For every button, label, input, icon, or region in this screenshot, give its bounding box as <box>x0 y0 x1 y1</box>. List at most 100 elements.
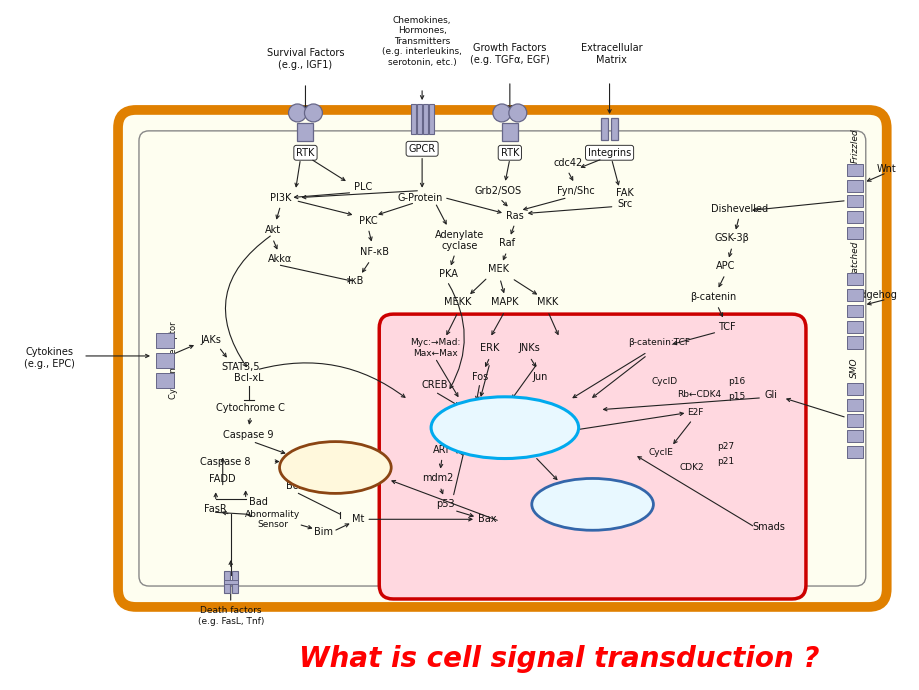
Bar <box>845 430 862 442</box>
Text: Apoptosis: Apoptosis <box>301 461 369 474</box>
Text: PKA: PKA <box>438 269 457 279</box>
Bar <box>845 337 862 348</box>
Text: APC: APC <box>715 262 734 271</box>
Text: MEK: MEK <box>488 264 509 275</box>
Text: GPCR: GPCR <box>408 144 436 154</box>
Text: G-Protein: G-Protein <box>397 193 442 203</box>
Text: NF-κB: NF-κB <box>359 248 389 257</box>
Text: RTK: RTK <box>296 148 314 158</box>
Text: Jun: Jun <box>531 372 547 382</box>
Text: cdc42: cdc42 <box>552 158 582 168</box>
Text: MEKK: MEKK <box>444 297 471 307</box>
Bar <box>600 118 607 140</box>
Text: Cytokine Receptor: Cytokine Receptor <box>169 321 178 399</box>
Bar <box>155 373 174 388</box>
Bar <box>845 415 862 426</box>
Text: ARF: ARF <box>432 444 451 455</box>
Text: CyclD: CyclD <box>651 377 676 386</box>
Text: RTK: RTK <box>500 148 518 158</box>
Bar <box>223 571 230 593</box>
Text: p21: p21 <box>716 457 733 466</box>
Text: STAT3,5: STAT3,5 <box>221 362 260 372</box>
Text: Hedgehog: Hedgehog <box>845 290 896 300</box>
Bar <box>845 195 862 208</box>
Text: p53: p53 <box>436 500 454 509</box>
Text: p16: p16 <box>728 377 745 386</box>
Ellipse shape <box>431 397 578 459</box>
Text: TCF: TCF <box>718 322 735 332</box>
Text: Bim: Bim <box>313 527 333 538</box>
Bar <box>610 118 618 140</box>
Bar <box>223 580 237 584</box>
Bar <box>502 123 517 141</box>
Bar <box>845 399 862 411</box>
Text: FasR: FasR <box>204 504 227 514</box>
Text: JNKs: JNKs <box>518 343 540 353</box>
Text: GSK-3β: GSK-3β <box>714 233 749 244</box>
Text: Cytokines
(e.g., EPC): Cytokines (e.g., EPC) <box>24 347 74 368</box>
Text: PLC: PLC <box>354 181 372 192</box>
Circle shape <box>508 104 527 122</box>
Text: Patched: Patched <box>849 240 858 277</box>
Text: Caspase 9: Caspase 9 <box>223 430 274 440</box>
Bar <box>155 333 174 348</box>
Text: Rb←CDK4: Rb←CDK4 <box>676 391 720 400</box>
Circle shape <box>304 104 322 122</box>
Circle shape <box>493 104 510 122</box>
Text: MAPK: MAPK <box>491 297 518 307</box>
Text: Adenylate
cyclase: Adenylate cyclase <box>435 230 484 251</box>
Text: CREB: CREB <box>422 380 448 390</box>
Text: Bcl-xL: Bcl-xL <box>233 373 263 383</box>
Text: Gene Regulation: Gene Regulation <box>449 421 560 434</box>
Bar <box>845 289 862 302</box>
Text: JAKs: JAKs <box>200 335 221 345</box>
Text: FAK
Src: FAK Src <box>615 188 632 209</box>
Bar <box>845 179 862 192</box>
Text: Cytochrome C: Cytochrome C <box>216 403 285 413</box>
Bar <box>845 273 862 286</box>
Text: Frizzled: Frizzled <box>849 128 858 163</box>
Bar <box>428 104 433 134</box>
Bar <box>845 446 862 458</box>
Text: p27: p27 <box>716 442 733 451</box>
Bar <box>410 104 415 134</box>
Text: Chemokines,
Hormones,
Transmitters
(e.g. interleukins,
serotonin, etc.): Chemokines, Hormones, Transmitters (e.g.… <box>381 16 461 66</box>
Bar <box>845 305 862 317</box>
Text: Growth Factors
(e.g. TGFα, EGF): Growth Factors (e.g. TGFα, EGF) <box>470 43 550 65</box>
Bar <box>422 104 427 134</box>
Bar <box>845 227 862 239</box>
Text: E2F: E2F <box>686 408 703 417</box>
Text: Fyn/Shc: Fyn/Shc <box>556 186 594 196</box>
Text: Wnt: Wnt <box>876 164 896 174</box>
Text: What is cell signal transduction ?: What is cell signal transduction ? <box>299 644 819 673</box>
Text: Bcl-2: Bcl-2 <box>286 482 311 491</box>
Text: Mt: Mt <box>352 514 364 524</box>
Bar <box>416 104 421 134</box>
Text: SMO: SMO <box>849 357 858 378</box>
Text: Death factors
(e.g. FasL, Tnf): Death factors (e.g. FasL, Tnf) <box>198 607 264 626</box>
Text: Cell
Proliferation: Cell Proliferation <box>552 493 631 515</box>
Circle shape <box>289 104 306 122</box>
Text: Ras: Ras <box>505 210 523 221</box>
Text: Raf: Raf <box>498 239 515 248</box>
Bar <box>845 164 862 176</box>
Text: Bax: Bax <box>477 514 495 524</box>
Ellipse shape <box>531 478 652 530</box>
Text: Grb2/SOS: Grb2/SOS <box>474 186 521 196</box>
Text: Fos: Fos <box>471 372 488 382</box>
Text: Akt: Akt <box>265 226 280 235</box>
Bar <box>845 321 862 333</box>
Text: Smads: Smads <box>752 522 785 532</box>
Bar <box>155 353 174 368</box>
Text: Integrins: Integrins <box>587 148 630 158</box>
Text: PKC: PKC <box>358 215 377 226</box>
FancyBboxPatch shape <box>379 314 805 599</box>
Text: FADD: FADD <box>210 475 236 484</box>
Text: Caspase 8: Caspase 8 <box>200 457 251 466</box>
Text: Abnormality
Sensor: Abnormality Sensor <box>244 510 300 529</box>
Ellipse shape <box>279 442 391 493</box>
Bar <box>845 383 862 395</box>
Text: Gli: Gli <box>764 390 777 400</box>
FancyBboxPatch shape <box>118 110 886 607</box>
Text: p15: p15 <box>728 393 745 402</box>
